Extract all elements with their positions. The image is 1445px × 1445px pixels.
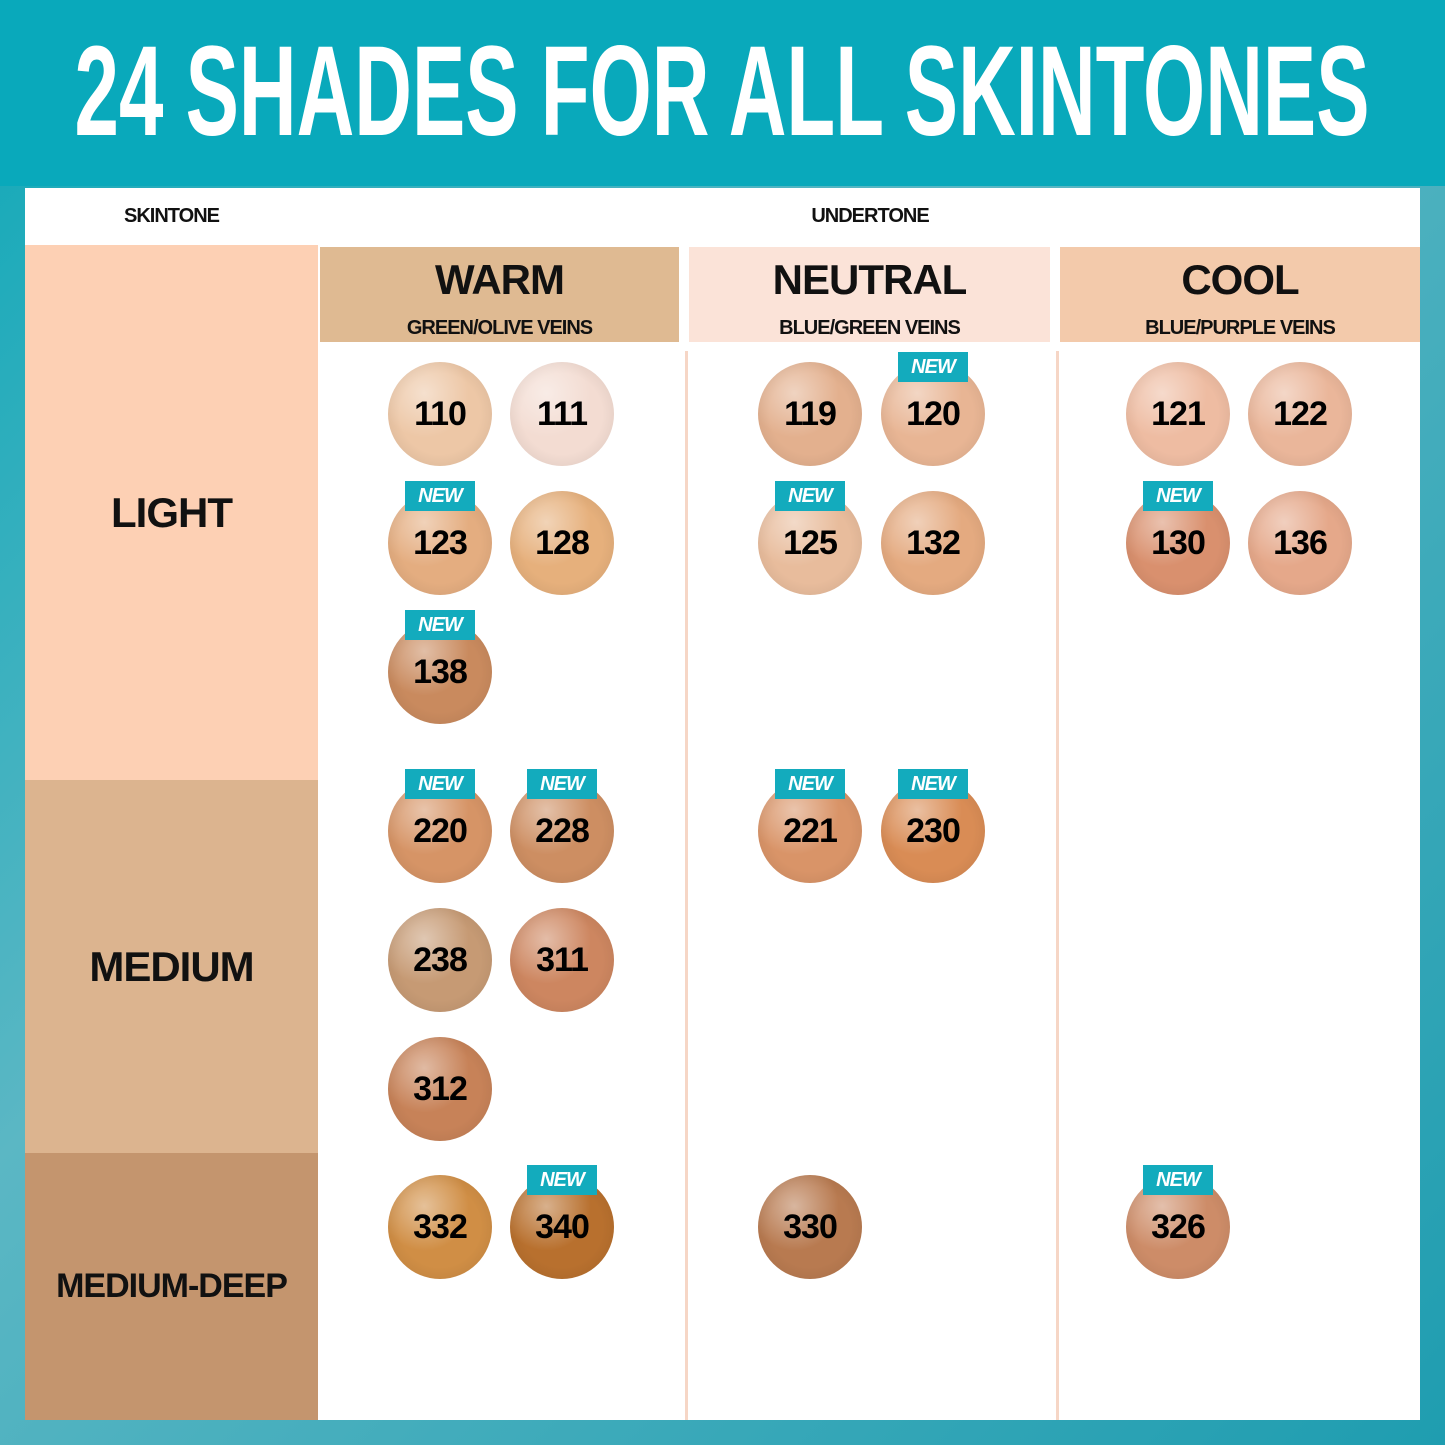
shade-number: 111 — [537, 394, 588, 433]
skintone-label: LIGHT — [111, 488, 233, 536]
new-badge-label: NEW — [911, 356, 956, 378]
skintone-header: SKINTONE — [25, 198, 318, 236]
shade-swatch-110: 110 — [388, 362, 492, 466]
new-badge: NEW — [527, 1165, 597, 1195]
new-badge: NEW — [527, 769, 597, 799]
new-badge: NEW — [775, 769, 845, 799]
shade-number: 340 — [535, 1207, 590, 1246]
skintone-label: MEDIUM — [89, 942, 254, 990]
new-badge-label: NEW — [1156, 485, 1201, 507]
new-badge-label: NEW — [1156, 1169, 1201, 1191]
undertone-name: COOL — [1181, 256, 1299, 303]
skintone-header-label: SKINTONE — [124, 205, 220, 227]
undertone-name: WARM — [435, 256, 565, 303]
shade-chart: SKINTONE UNDERTONE LIGHT MEDIUM MEDIUM-DEEP W… — [25, 188, 1420, 1420]
shade-swatch-111: 111 — [510, 362, 614, 466]
shade-swatch-332: 332 — [388, 1175, 492, 1279]
shade-number: 330 — [783, 1207, 838, 1246]
skintone-medium-deep: MEDIUM-DEEP — [25, 1153, 318, 1420]
new-badge-label: NEW — [418, 773, 463, 795]
new-badge-label: NEW — [540, 1169, 585, 1191]
title-banner: 24 SHADES FOR ALL SKINTONES — [0, 0, 1445, 186]
new-badge: NEW — [405, 481, 475, 511]
undertone-veins: GREEN/OLIVE VEINS — [406, 317, 593, 339]
new-badge: NEW — [405, 769, 475, 799]
column-divider — [1056, 351, 1059, 1420]
undertone-name: NEUTRAL — [772, 256, 968, 303]
shade-swatch-136: 136 — [1248, 491, 1352, 595]
shade-swatch-128: 128 — [510, 491, 614, 595]
skintone-medium: MEDIUM — [25, 780, 318, 1153]
shade-swatch-238: 238 — [388, 908, 492, 1012]
shade-number: 130 — [1151, 523, 1206, 562]
shade-number: 311 — [536, 940, 589, 979]
new-badge: NEW — [405, 610, 475, 640]
shade-number: 123 — [413, 523, 468, 562]
shade-swatch-121: 121 — [1126, 362, 1230, 466]
shade-number: 110 — [414, 394, 467, 433]
undertone-header: UNDERTONE — [320, 198, 1420, 236]
new-badge: NEW — [898, 769, 968, 799]
shade-number: 326 — [1151, 1207, 1206, 1246]
shade-number: 228 — [535, 811, 590, 850]
new-badge: NEW — [1143, 481, 1213, 511]
page-title-svg: 24 SHADES FOR ALL SKINTONES — [75, 20, 1370, 163]
page-title: 24 SHADES FOR ALL SKINTONES — [75, 20, 1370, 163]
skintone-light: LIGHT — [25, 245, 318, 780]
shade-swatch-122: 122 — [1248, 362, 1352, 466]
shade-number: 332 — [413, 1207, 468, 1246]
undertone-neutral: NEUTRAL BLUE/GREEN VEINS — [689, 247, 1050, 342]
shade-number: 312 — [413, 1069, 468, 1108]
shade-number: 136 — [1273, 523, 1328, 562]
undertone-veins: BLUE/GREEN VEINS — [779, 317, 961, 339]
new-badge-label: NEW — [540, 773, 585, 795]
shade-number: 220 — [413, 811, 468, 850]
new-badge-label: NEW — [788, 773, 833, 795]
shade-number: 119 — [784, 394, 837, 433]
shade-number: 238 — [413, 940, 468, 979]
shade-swatch-311: 311 — [510, 908, 614, 1012]
new-badge-label: NEW — [911, 773, 956, 795]
shade-swatch-119: 119 — [758, 362, 862, 466]
shade-number: 132 — [906, 523, 961, 562]
new-badge-label: NEW — [418, 485, 463, 507]
new-badge: NEW — [898, 352, 968, 382]
new-badge: NEW — [775, 481, 845, 511]
column-divider — [685, 351, 688, 1420]
new-badge: NEW — [1143, 1165, 1213, 1195]
shade-swatch-312: 312 — [388, 1037, 492, 1141]
shade-number: 125 — [783, 523, 838, 562]
undertone-header-label: UNDERTONE — [811, 205, 929, 227]
shade-number: 121 — [1151, 394, 1206, 433]
shade-swatch-330: 330 — [758, 1175, 862, 1279]
new-badge-label: NEW — [418, 614, 463, 636]
undertone-warm: WARM GREEN/OLIVE VEINS — [320, 247, 679, 342]
shade-swatch-132: 132 — [881, 491, 985, 595]
shade-number: 230 — [906, 811, 961, 850]
shade-number: 120 — [906, 394, 961, 433]
new-badge-label: NEW — [788, 485, 833, 507]
shade-number: 122 — [1273, 394, 1328, 433]
shade-number: 138 — [413, 652, 468, 691]
shade-number: 221 — [783, 811, 838, 850]
skintone-label: MEDIUM-DEEP — [56, 1267, 288, 1305]
shade-number: 128 — [535, 523, 590, 562]
undertone-veins: BLUE/PURPLE VEINS — [1145, 317, 1336, 339]
undertone-cool: COOL BLUE/PURPLE VEINS — [1060, 247, 1420, 342]
